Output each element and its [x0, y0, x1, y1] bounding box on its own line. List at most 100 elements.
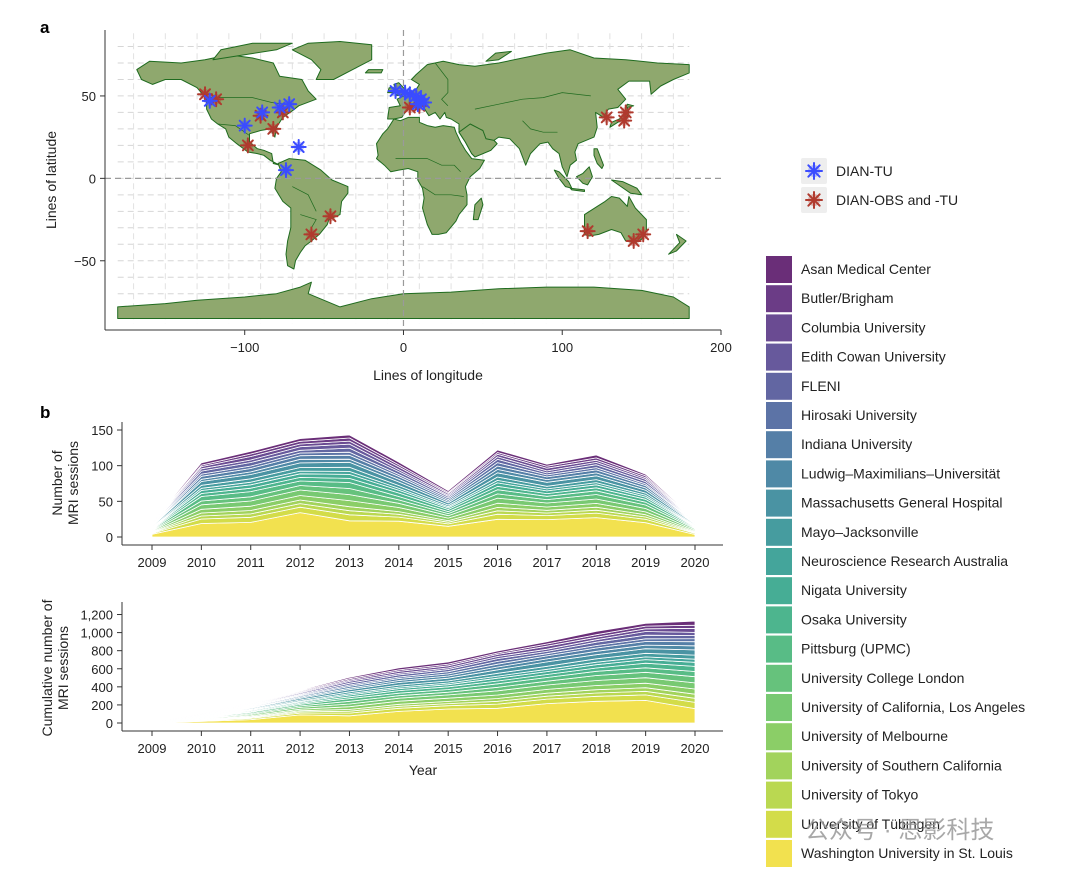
- legend-label: Mayo–Jacksonville: [801, 524, 919, 540]
- landmass-madagascar: [472, 197, 484, 221]
- landmass-canadian-islands: [212, 42, 293, 61]
- legend-tu-asterisk-ray: [807, 164, 821, 178]
- legend-tu-label: DIAN-TU: [836, 163, 893, 179]
- chart-x-tick-label: 2020: [681, 555, 710, 570]
- chart-x-tick-label: 2019: [631, 741, 660, 756]
- landmass-north-america: [136, 54, 317, 166]
- panel-label-b: b: [40, 403, 50, 422]
- site-marker-obs-ray: [637, 228, 650, 241]
- chart-x-tick-label: 2010: [187, 555, 216, 570]
- legend-label: Columbia University: [801, 319, 925, 335]
- chart-x-tick-label: 2013: [335, 741, 364, 756]
- landmass-indonesia-borneo: [576, 166, 593, 186]
- legend-swatch: [766, 810, 792, 838]
- legend-label: Washington University in St. Louis: [801, 845, 1013, 861]
- legend-swatch: [766, 518, 792, 546]
- legend-entry: University College London: [766, 664, 964, 692]
- chart-y-tick-label: 100: [91, 459, 113, 474]
- chart-x-tick-label: 2015: [434, 741, 463, 756]
- map-y-ticks: 50 0 −50: [74, 89, 105, 269]
- legend-obs-label: DIAN-OBS and -TU: [836, 192, 958, 208]
- site-marker-tu-ray: [256, 106, 269, 119]
- site-marker-tu: [409, 96, 426, 113]
- site-marker-tu-ray: [399, 86, 412, 99]
- site-marker-obs: [265, 120, 282, 137]
- map-x-tick-label: 200: [710, 340, 732, 355]
- chart-y-tick-label: 150: [91, 423, 113, 438]
- landmass-java: [569, 187, 585, 192]
- chart-x-tick-label: 2009: [138, 555, 167, 570]
- legend-tu-asterisk: [805, 162, 823, 180]
- site-marker-tu: [254, 104, 271, 121]
- legend-label: University College London: [801, 670, 964, 686]
- chart-x-tick-label: 2014: [384, 741, 413, 756]
- legend-entry: Osaka University: [766, 606, 907, 634]
- map-border: [292, 186, 317, 212]
- map-x-tick-label: 100: [551, 340, 573, 355]
- site-marker-obs: [322, 208, 339, 225]
- chart-x-tick-label: 2016: [483, 741, 512, 756]
- chart1-y-axis-title-line2: MRI sessions: [65, 441, 81, 525]
- watermark-text: 公众号 · 思影科技: [805, 817, 994, 844]
- legend-label: Butler/Brigham: [801, 290, 894, 306]
- legend-label: Hirosaki University: [801, 407, 917, 423]
- site-marker-obs-ray: [199, 88, 211, 101]
- site-marker-obs: [239, 137, 256, 154]
- legend-swatch: [766, 372, 792, 400]
- legend-entry: Indiana University: [766, 431, 912, 459]
- legend-entry: Mayo–Jacksonville: [766, 518, 919, 546]
- landmass-south-america: [274, 158, 349, 270]
- site-marker-obs-ray: [324, 210, 337, 223]
- landmass-svalbard-novaya: [485, 50, 512, 62]
- site-marker-tu: [201, 92, 218, 109]
- legend-entry: Massachusetts General Hospital: [766, 489, 1003, 517]
- map-sites-tu: [201, 82, 433, 179]
- legend-swatch: [766, 460, 792, 488]
- area-layer-asan-medical-center: [151, 434, 696, 524]
- site-marker-obs: [616, 112, 633, 129]
- legend-swatch: [766, 606, 792, 634]
- map-x-axis-title: Lines of longitude: [373, 367, 483, 383]
- legend-label: University of Melbourne: [801, 728, 948, 744]
- site-marker-obs-ray: [267, 122, 280, 135]
- chart-y-tick-label: 50: [99, 494, 113, 509]
- chart-x-tick-label: 2020: [681, 741, 710, 756]
- map-border: [474, 92, 591, 110]
- landmass-new-guinea: [611, 179, 643, 196]
- site-marker-tu: [277, 162, 294, 179]
- legend-entry: Columbia University: [766, 314, 925, 342]
- site-marker-obs-ray: [618, 114, 631, 127]
- legend-swatch: [766, 314, 792, 342]
- site-marker-obs: [625, 232, 642, 249]
- map-y-axis-title: Lines of latitude: [43, 131, 59, 229]
- site-marker-obs-ray: [600, 111, 613, 124]
- map-x-ticks: −100 0 100 200: [230, 330, 732, 355]
- map-y-tick-label: 50: [82, 89, 96, 104]
- legend-swatch: [766, 723, 792, 751]
- legend-entry: FLENI: [766, 372, 841, 400]
- site-marker-obs-ray: [241, 139, 254, 152]
- legend-entry: Hirosaki University: [766, 402, 917, 429]
- chart-x-tick-label: 2017: [532, 741, 561, 756]
- legend-tu-marker: [805, 162, 823, 180]
- site-marker-obs-ray: [276, 106, 289, 119]
- legend-label: University of Southern California: [801, 757, 1002, 773]
- site-marker-tu-ray: [389, 85, 402, 97]
- legend-swatch: [766, 402, 792, 429]
- landmass-philippines: [593, 148, 604, 169]
- legend-swatch: [766, 548, 792, 575]
- chart-y-tick-label: 800: [91, 644, 113, 659]
- map-border: [300, 214, 317, 228]
- map-x-tick-label: 0: [400, 340, 407, 355]
- chart-x-tick-label: 2010: [187, 741, 216, 756]
- chart-y-tick-label: 200: [91, 698, 113, 713]
- chart-x-tick-label: 2016: [483, 555, 512, 570]
- site-marker-obs-ray: [305, 228, 318, 241]
- legend-label: FLENI: [801, 378, 841, 394]
- site-marker-obs: [303, 226, 320, 243]
- chart-x-tick-label: 2018: [582, 555, 611, 570]
- legend-swatch: [766, 431, 792, 459]
- legend-label: Edith Cowan University: [801, 349, 946, 365]
- chart-x-tick-label: 2012: [286, 555, 315, 570]
- legend-label: Osaka University: [801, 611, 907, 627]
